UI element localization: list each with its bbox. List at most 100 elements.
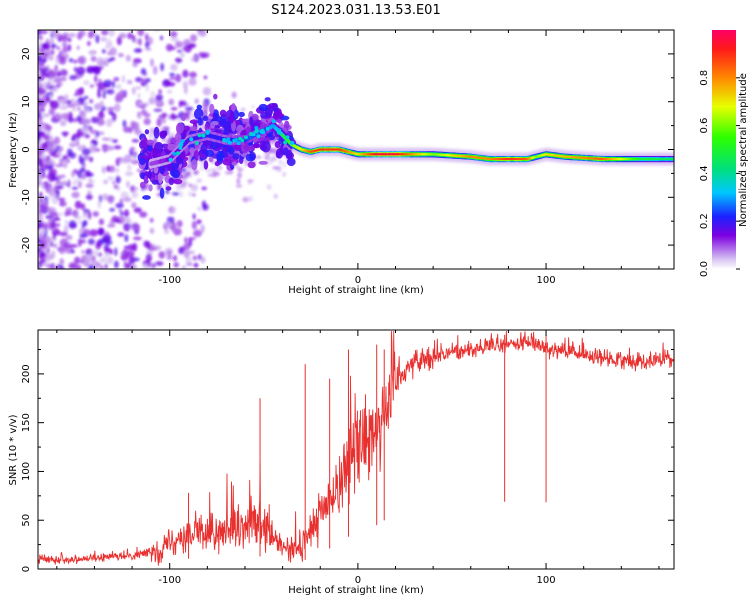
- spectrogram-cell: [161, 118, 166, 124]
- spectrogram-cell: [39, 34, 43, 41]
- spectrogram-cell: [286, 157, 296, 167]
- spectrogram-xlabel: Height of straight line (km): [288, 285, 424, 296]
- spectrogram-cell: [184, 237, 188, 244]
- spectrogram-cell: [45, 96, 51, 102]
- spectrogram-cell: [170, 36, 179, 42]
- snr-ytick-label: 0: [21, 566, 32, 572]
- spectrogram-ridge-layer: [137, 93, 674, 200]
- spectrogram-cell: [193, 229, 202, 238]
- spectrogram-cell: [132, 35, 136, 43]
- spectrogram-cell: [145, 33, 149, 41]
- spectrogram-cell: [213, 93, 218, 100]
- spectrogram-cell: [52, 217, 61, 221]
- spectrogram-cell: [202, 102, 209, 111]
- spectrogram-cell: [40, 43, 49, 48]
- spectrogram-cell: [202, 115, 209, 122]
- spectrogram-cell: [261, 130, 266, 135]
- spectrogram-cell: [89, 156, 94, 163]
- spectrogram-cell: [169, 76, 176, 81]
- spectrogram-cell: [38, 204, 41, 212]
- spectrogram-cell: [67, 33, 77, 38]
- spectrogram-cell: [138, 38, 142, 46]
- spectrogram-cell: [135, 76, 143, 83]
- spectrogram-cell: [131, 202, 137, 209]
- spectrogram-cell: [226, 137, 231, 142]
- spectrogram-cell: [39, 191, 43, 199]
- spectrogram-cell: [142, 195, 151, 200]
- spectrogram-cell: [66, 103, 75, 108]
- spectrogram-cell: [65, 234, 73, 241]
- spectrogram-cell: [145, 41, 150, 49]
- snr-ytick-label: 200: [21, 364, 32, 383]
- spectrogram-cell: [115, 158, 121, 167]
- spectrogram-cell: [85, 183, 94, 189]
- spectrogram-cell: [102, 90, 106, 100]
- spectrogram-cell: [38, 134, 41, 143]
- spectrogram-cell: [164, 228, 169, 235]
- spectrogram-cell: [208, 156, 214, 163]
- spectrogram-cell: [38, 223, 43, 229]
- spectrogram-cell: [117, 232, 125, 237]
- spectrogram-cell: [165, 186, 172, 191]
- spectrogram-cell: [229, 112, 235, 124]
- spectrogram-cell: [97, 111, 105, 120]
- spectrogram-cell: [192, 193, 196, 197]
- spectrogram-cell: [129, 264, 138, 269]
- spectrogram-cell: [145, 253, 153, 263]
- spectrogram-cell: [187, 191, 193, 197]
- spectrogram-cell: [134, 129, 142, 135]
- spectrogram-cell: [68, 244, 78, 248]
- spectrogram-cell: [46, 80, 51, 89]
- spectrogram-cell: [89, 99, 94, 104]
- spectrogram-cell: [290, 140, 295, 145]
- spectrogram-cell: [251, 132, 256, 137]
- spectrogram-cell: [51, 192, 58, 198]
- spectrogram-cell: [137, 93, 141, 99]
- spectrogram-cell: [280, 134, 285, 137]
- snr-xtick-label: -100: [158, 575, 181, 586]
- spectrogram-ytick-label: 20: [21, 48, 32, 61]
- spectrogram-cell: [137, 101, 145, 106]
- spectrogram-cell: [67, 179, 71, 188]
- spectrogram-cell: [201, 133, 206, 138]
- spectrogram-cell: [124, 234, 129, 243]
- spectrogram-cell: [149, 217, 154, 223]
- spectrogram-cell: [145, 84, 150, 92]
- spectrogram-cell: [245, 153, 256, 162]
- spectrogram-cell: [64, 53, 69, 60]
- spectrogram-cell: [170, 63, 178, 71]
- spectrogram-cell: [254, 128, 259, 133]
- spectrogram-cell: [125, 54, 132, 62]
- spectrogram-cell: [38, 174, 42, 182]
- spectrogram-cell: [63, 132, 67, 138]
- spectrogram-cell: [112, 80, 116, 89]
- spectrogram-cell: [141, 264, 149, 269]
- spectrogram-cell: [79, 233, 87, 239]
- spectrogram-cell: [166, 89, 173, 94]
- colorbar-ticks: 0.0 0.2 0.4 0.6 0.8: [699, 70, 740, 277]
- spectrogram-cell: [140, 172, 146, 179]
- spectrogram-cell: [113, 103, 121, 113]
- spectrogram-cell: [59, 105, 68, 110]
- spectrogram-cell: [84, 170, 91, 177]
- spectrogram-ytick-label: 0: [21, 146, 32, 152]
- spectrogram-cell: [47, 196, 52, 201]
- spectrogram-xtick-label: 100: [537, 275, 556, 286]
- colorbar-label: Normalized spectral amplitude: [738, 73, 749, 227]
- spectrogram-cell: [169, 114, 179, 120]
- spectrogram-cell: [126, 80, 133, 85]
- spectrogram-cell: [99, 257, 107, 264]
- spectrogram-cell: [110, 56, 116, 61]
- spectrogram-cell: [71, 170, 75, 178]
- spectrogram-cell: [48, 108, 56, 116]
- spectrogram-cell: [154, 245, 162, 251]
- spectrogram-cell: [106, 256, 114, 265]
- spectrogram-cell: [50, 49, 55, 56]
- spectrogram-cell: [194, 140, 199, 145]
- spectrogram-cell: [54, 136, 61, 145]
- spectrogram-cell: [271, 119, 276, 124]
- spectrogram-cell: [62, 46, 69, 53]
- spectrogram-cell: [114, 168, 120, 173]
